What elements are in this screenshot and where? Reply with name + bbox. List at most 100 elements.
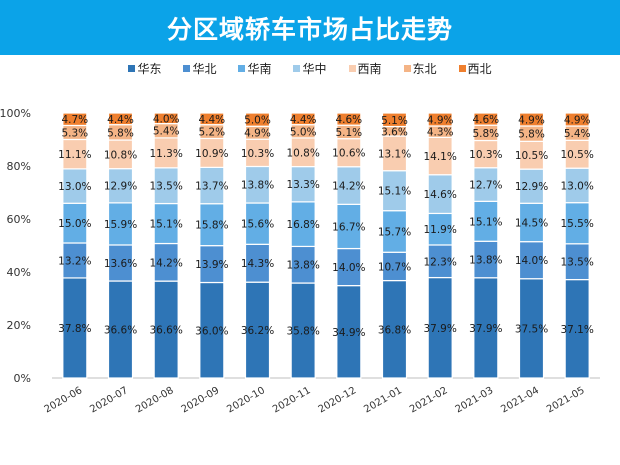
data-label: 5.2% — [198, 127, 225, 139]
legend-label: 东北 — [412, 62, 437, 76]
bar-segment — [107, 112, 134, 126]
data-label: 5.4% — [153, 126, 180, 138]
x-tick-label: 2021-03 — [454, 385, 496, 415]
legend-item: 东北 — [403, 60, 437, 77]
data-label: 5.8% — [472, 128, 499, 140]
legend-label: 华东 — [137, 62, 162, 76]
data-label: 13.5% — [149, 181, 182, 193]
bar-segment — [427, 174, 453, 215]
data-label: 11.9% — [423, 224, 456, 236]
data-label: 5.8% — [518, 129, 545, 141]
y-tick-label: 0% — [14, 372, 31, 385]
data-label: 36.2% — [241, 325, 274, 337]
legend-swatch — [403, 65, 411, 72]
data-label: 14.0% — [332, 262, 365, 274]
bar-segment — [473, 112, 499, 126]
y-tick-label: 40% — [7, 266, 31, 279]
bar-segment — [336, 138, 362, 168]
bar-segment — [290, 112, 316, 126]
data-label: 11.3% — [149, 148, 182, 160]
x-tick-label: 2020-10 — [225, 385, 267, 415]
data-label: 10.5% — [515, 150, 548, 162]
data-label: 13.6% — [104, 258, 137, 270]
data-label: 15.0% — [58, 218, 91, 230]
data-label: 14.1% — [423, 151, 456, 163]
bar-segment — [62, 112, 88, 127]
bar-segment — [199, 166, 225, 205]
bar-segment — [290, 282, 316, 379]
legend-swatch — [293, 65, 301, 72]
data-label: 4.4% — [198, 114, 225, 126]
bar-segment — [381, 170, 408, 212]
bar-segment — [107, 139, 134, 170]
data-label: 5.3% — [61, 127, 88, 139]
data-label: 16.7% — [332, 221, 365, 233]
bar-segment — [153, 280, 179, 379]
bar-segment — [564, 278, 590, 379]
legend-item: 华中 — [293, 60, 327, 77]
data-label: 36.0% — [195, 325, 228, 337]
data-label: 4.9% — [518, 114, 545, 126]
legend-item: 华北 — [183, 60, 216, 77]
bar-segment — [199, 281, 225, 379]
data-label: 13.8% — [469, 255, 502, 267]
bar-segment — [427, 244, 453, 279]
data-label: 14.3% — [241, 258, 274, 270]
bar-segment — [518, 202, 545, 243]
data-label: 14.0% — [515, 255, 548, 267]
x-tick-label: 2020-11 — [271, 385, 313, 415]
legend-swatch — [238, 65, 246, 72]
bar-segment — [381, 135, 408, 172]
x-tick-label: 2020-09 — [180, 385, 222, 415]
y-tick-label: 100% — [0, 107, 31, 120]
legend-label: 西南 — [357, 62, 382, 76]
data-label: 10.5% — [560, 149, 593, 161]
bar-segment — [564, 202, 590, 245]
data-label: 10.6% — [332, 148, 365, 160]
legend-item: 西南 — [348, 60, 382, 77]
data-label: 10.8% — [286, 147, 319, 159]
data-label: 35.8% — [286, 326, 319, 338]
data-label: 12.3% — [423, 256, 456, 268]
legend-item: 华东 — [128, 60, 161, 77]
data-label: 37.5% — [515, 323, 548, 335]
data-label: 37.8% — [58, 323, 91, 335]
legend-label: 华南 — [247, 62, 272, 76]
bar-segment — [244, 112, 271, 127]
bar-segment — [564, 167, 590, 204]
data-label: 15.9% — [104, 219, 137, 231]
data-label: 12.9% — [515, 181, 548, 193]
x-tick-label: 2020-12 — [317, 385, 359, 415]
bar-segment — [199, 203, 225, 247]
bar-segment — [62, 242, 88, 279]
bar-segment — [564, 112, 590, 127]
data-label: 36.6% — [149, 325, 182, 337]
data-label: 10.9% — [195, 148, 228, 160]
data-label: 14.2% — [149, 257, 182, 269]
data-label: 11.1% — [58, 149, 91, 161]
data-label: 37.9% — [423, 323, 456, 335]
data-label: 3.6% — [381, 126, 408, 138]
bar-segment — [199, 112, 225, 126]
data-label: 15.1% — [469, 216, 502, 228]
data-label: 14.6% — [423, 189, 456, 201]
bar-segment — [427, 112, 453, 127]
data-label: 5.1% — [381, 115, 408, 127]
data-label: 15.7% — [378, 226, 411, 238]
data-label: 36.8% — [378, 324, 411, 336]
bar-segment — [153, 112, 179, 125]
bar-segment — [518, 278, 545, 379]
data-label: 4.7% — [61, 114, 88, 126]
x-tick-label: 2021-01 — [362, 385, 404, 415]
bar-segment — [244, 202, 271, 245]
legend-item: 西北 — [458, 60, 492, 77]
data-label: 13.5% — [560, 257, 593, 269]
x-tick-label: 2020-08 — [134, 385, 176, 415]
data-label: 10.8% — [104, 149, 137, 161]
bar-segment — [473, 277, 499, 379]
data-label: 13.8% — [286, 260, 319, 272]
data-label: 5.4% — [564, 128, 591, 140]
data-label: 10.3% — [241, 148, 274, 160]
bar-segment — [381, 251, 408, 282]
